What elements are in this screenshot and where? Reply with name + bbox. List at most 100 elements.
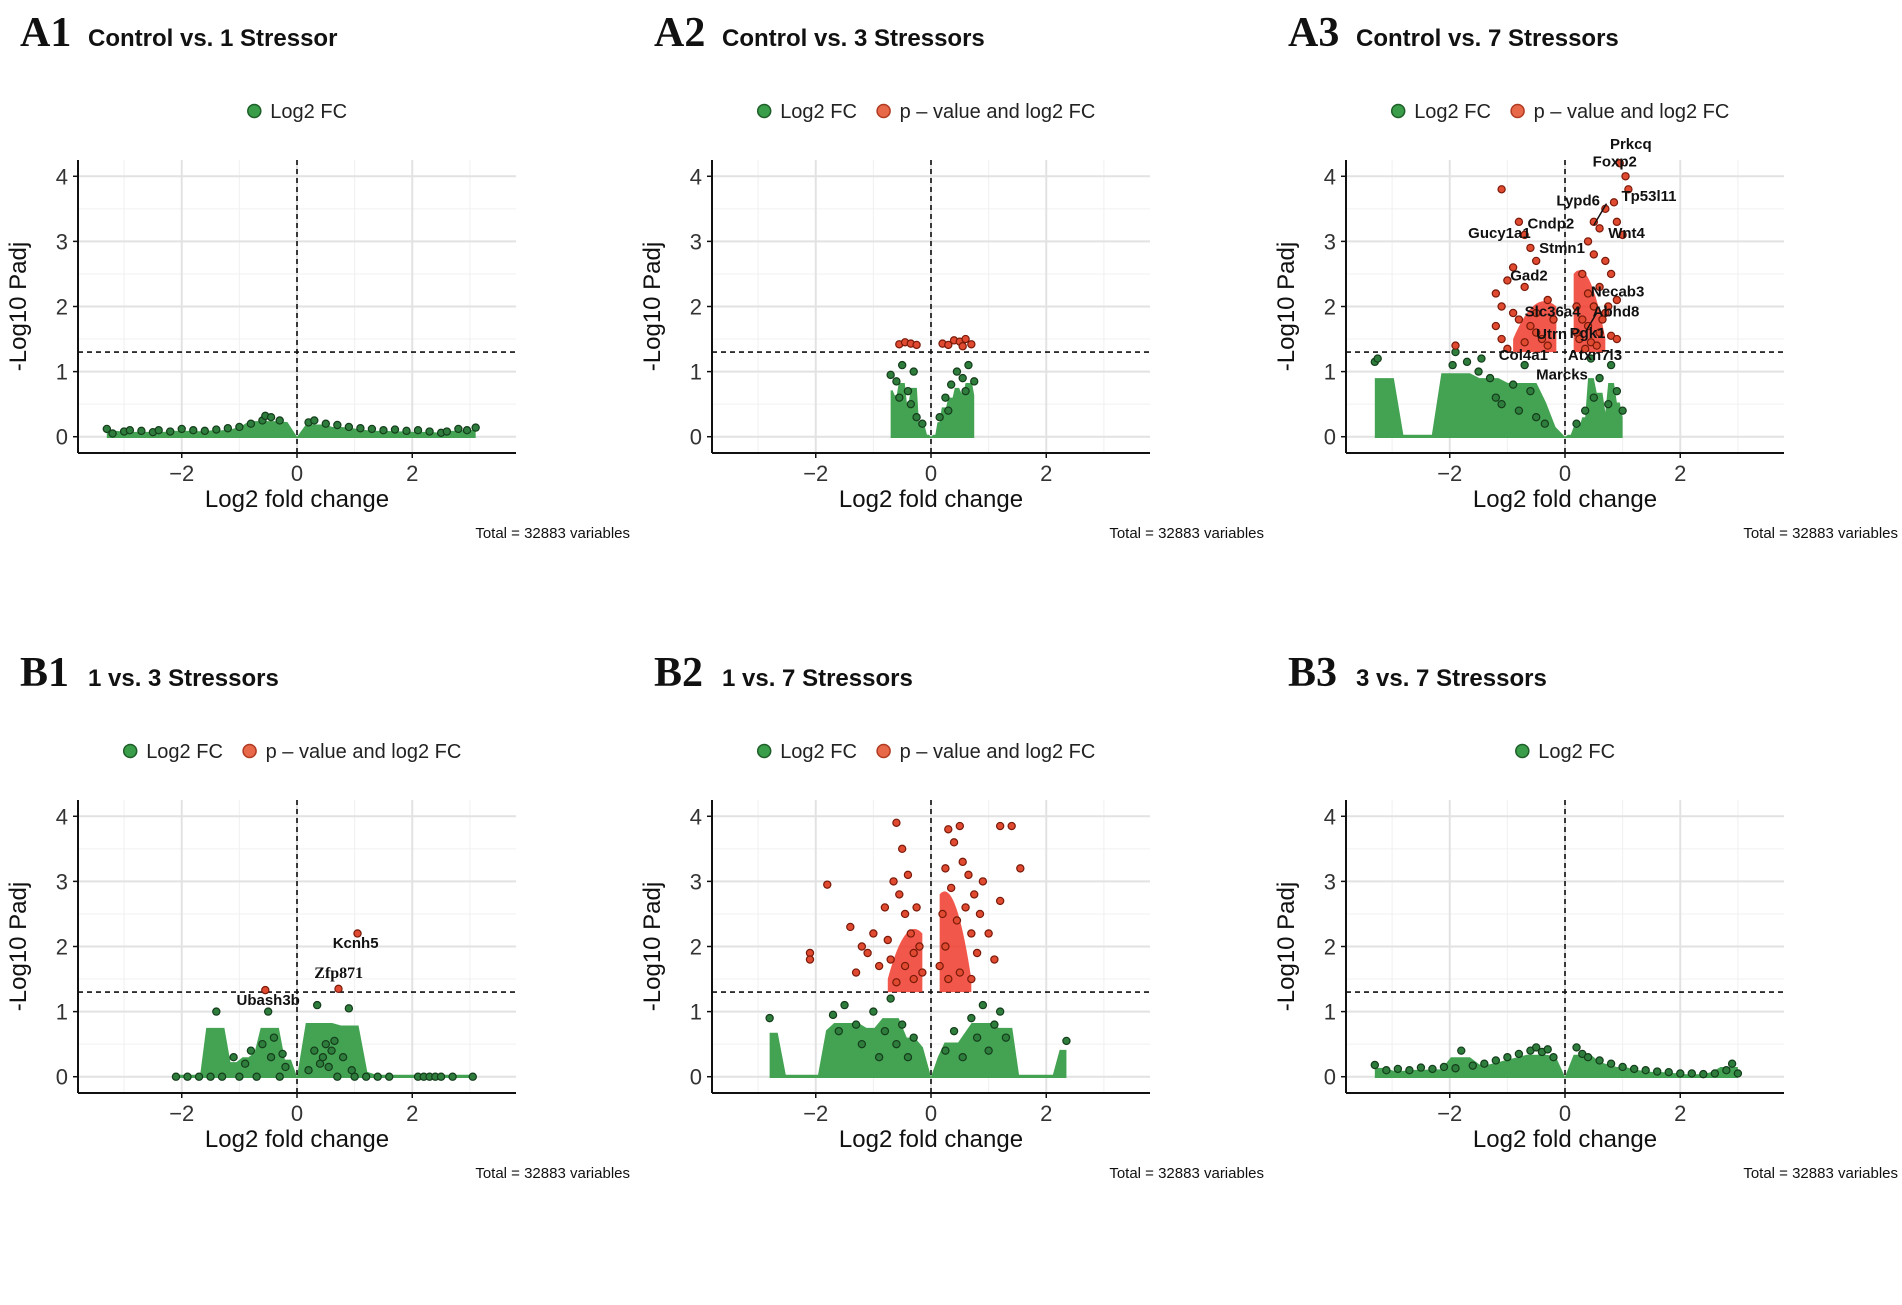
ns-point	[275, 1072, 284, 1081]
ns-point	[952, 367, 962, 376]
y-tick-label: 2	[1324, 295, 1336, 320]
sig-point	[1592, 341, 1601, 350]
ns-cloud-left	[175, 1027, 297, 1079]
ns-point	[183, 1072, 192, 1081]
sig-point	[1595, 224, 1604, 233]
panel-b2: B2 1 vs. 7 Stressors Log2 FC p – value and …	[634, 640, 1268, 1280]
ns-point	[1540, 419, 1550, 428]
ns-point	[970, 377, 979, 386]
total-caption: Total = 32883 variables	[1109, 1165, 1264, 1182]
ns-point	[967, 1013, 976, 1023]
y-axis-title: -Log10 Padj	[639, 242, 666, 371]
total-caption: Total = 32883 variables	[1743, 1165, 1898, 1182]
ns-point	[1001, 1033, 1011, 1042]
ns-point	[269, 1033, 279, 1042]
ns-point	[1448, 360, 1457, 370]
ns-point	[1370, 1060, 1380, 1070]
sig-point	[1520, 282, 1529, 292]
legend: Log2 FC p – value and log2 FC	[756, 101, 1096, 123]
sig-point	[941, 864, 950, 873]
ns-point	[266, 1052, 276, 1062]
points	[171, 929, 477, 1081]
sig-point	[1508, 263, 1518, 272]
x-tick-label: −2	[803, 461, 828, 486]
points	[1370, 1043, 1743, 1079]
sig-point	[900, 909, 910, 919]
y-axis-title: -Log10 Padj	[5, 242, 32, 371]
y-tick-label: 4	[1324, 164, 1336, 189]
sig-point	[1621, 172, 1630, 181]
legend-label: p – value and log2 FC	[900, 101, 1096, 123]
ns-point	[275, 416, 284, 425]
ns-point	[958, 1052, 967, 1062]
ns-point	[1393, 1064, 1403, 1074]
ns-density	[1374, 373, 1623, 439]
y-tick-label: 1	[56, 360, 68, 385]
gene-label: Cndp2	[1528, 215, 1575, 232]
ns-point	[1531, 1043, 1541, 1052]
ns-cloud-left	[1374, 373, 1565, 439]
legend-label: Log2 FC	[1538, 741, 1615, 763]
ns-point	[281, 1062, 290, 1072]
ns-point	[367, 424, 377, 434]
sig-point	[955, 968, 965, 977]
sig-point	[880, 903, 890, 912]
x-axis-title: Log2 fold change	[205, 486, 389, 513]
ns-point	[350, 1072, 359, 1081]
ns-point	[1572, 419, 1581, 428]
ns-point	[318, 1052, 328, 1062]
gene-label: Col4a1	[1499, 347, 1548, 364]
ns-point	[869, 1007, 878, 1016]
panel-title: 1 vs. 3 Stressors	[88, 665, 279, 692]
legend: Log2 FC p – value and log2 FC	[756, 741, 1095, 763]
ns-point	[471, 423, 480, 432]
y-tick-label: 0	[1324, 1065, 1336, 1090]
legend-key-pvalue	[242, 743, 257, 759]
panel-label: A1	[20, 10, 71, 56]
ns-point	[874, 1052, 884, 1062]
sig-point	[1497, 185, 1506, 194]
points	[765, 818, 1071, 1062]
sig-point	[886, 955, 895, 964]
sig-point	[938, 909, 947, 919]
ns-point	[1699, 1069, 1708, 1079]
legend-key-pvalue	[876, 743, 891, 759]
ns-point	[984, 1046, 993, 1055]
x-tick-label: 0	[925, 1101, 937, 1126]
ns-point	[385, 1072, 394, 1081]
ns-point	[828, 1010, 838, 1020]
x-tick-label: 0	[291, 1101, 303, 1126]
ns-point	[312, 1000, 322, 1010]
sig-point	[1531, 308, 1541, 318]
sig-point	[1543, 295, 1552, 305]
panel-label: B3	[1288, 650, 1337, 696]
x-tick-label: −2	[1437, 1101, 1462, 1126]
legend: Log2 FC	[1515, 741, 1615, 763]
sig-point	[1531, 256, 1541, 266]
sig-point	[1497, 334, 1506, 344]
ns-point	[1477, 354, 1486, 363]
panel-label: B2	[654, 650, 703, 696]
ns-point	[897, 360, 907, 370]
ns-point	[321, 1039, 331, 1049]
panel-label: A3	[1288, 10, 1339, 56]
ns-point	[1373, 354, 1382, 363]
ns-point	[880, 1026, 890, 1036]
ns-point	[949, 1026, 959, 1036]
sig-point	[1537, 334, 1547, 344]
ns-point	[448, 1072, 457, 1081]
y-tick-label: 4	[56, 164, 68, 189]
x-axis-title: Log2 fold change	[1473, 486, 1657, 513]
sig-point	[874, 961, 884, 971]
sig-point	[958, 857, 967, 867]
ns-point	[990, 1020, 999, 1029]
ns-point	[1727, 1059, 1737, 1068]
ns-point	[1606, 360, 1616, 370]
sig-point	[961, 334, 970, 344]
y-axis-title: -Log10 Padj	[639, 882, 666, 1011]
ns-point	[252, 1072, 261, 1081]
ns-point	[834, 1026, 843, 1036]
legend-label: Log2 FC	[1414, 101, 1491, 123]
ns-point	[1664, 1067, 1673, 1077]
ns-point	[903, 1052, 913, 1062]
